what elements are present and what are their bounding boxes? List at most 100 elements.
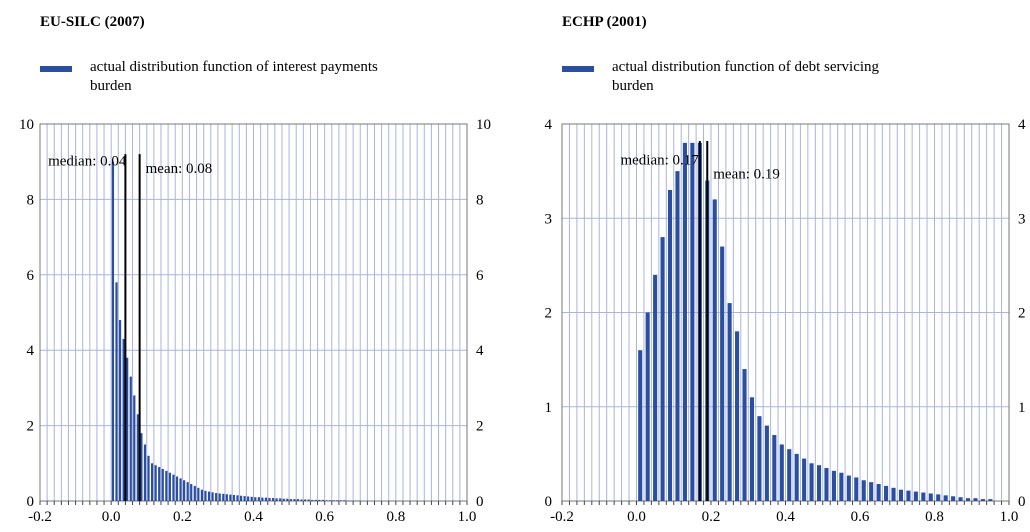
histogram-bar [951, 496, 956, 501]
histogram-bar [720, 246, 725, 501]
histogram-bar [250, 496, 253, 501]
x-tick-label: 1.0 [1000, 509, 1019, 525]
histogram-bar [336, 500, 339, 501]
histogram-bar [207, 491, 211, 501]
x-tick-label: 0.4 [776, 509, 795, 525]
histogram-bar [204, 490, 207, 501]
y-tick-label-left: 8 [27, 192, 35, 208]
histogram-bar [165, 470, 168, 501]
legend-label: actual distribution function of interest… [90, 59, 378, 94]
histogram-bar [660, 237, 665, 501]
histogram-bar [254, 497, 257, 501]
histogram-bar [190, 484, 193, 501]
histogram-bar [129, 376, 132, 501]
histogram-bar [645, 312, 650, 501]
y-tick-label-right: 1 [1018, 400, 1026, 416]
histogram-bar [136, 414, 139, 501]
mean-label: mean: 0.08 [146, 161, 213, 177]
histogram-bar [133, 395, 136, 501]
chart-panel-eu-silc: EU-SILC (2007) actual distribution funct… [19, 14, 491, 525]
histogram-bar [809, 463, 814, 501]
histogram-bar [321, 499, 324, 501]
histogram-bar [891, 487, 896, 501]
y-tick-label-left: 3 [545, 211, 553, 227]
histogram-bar [115, 282, 118, 501]
histogram-bar [357, 500, 360, 502]
histogram-bar [186, 482, 189, 501]
chart-plot: 0 0 1 1 2 2 3 3 4 4 -0.2 0.0 0.2 0.4 0.6 0.8 1.0 median: … [545, 117, 1027, 525]
histogram-bar [311, 499, 314, 501]
histogram-bar [179, 478, 182, 501]
histogram-bar [275, 498, 278, 501]
histogram-bar [988, 499, 993, 501]
y-tick-label-left: 10 [19, 117, 34, 133]
y-tick-label-left: 4 [27, 343, 35, 359]
histogram-bar [303, 499, 307, 501]
y-tick-label-right: 4 [1018, 117, 1026, 133]
median-label: median: 0.17 [620, 153, 699, 169]
x-tick-label: 0.2 [173, 509, 192, 525]
histogram-bar [268, 497, 271, 501]
histogram-bar [794, 453, 799, 501]
histogram-bar [846, 475, 851, 501]
histogram-bar [876, 484, 881, 501]
legend-label: actual distribution function of debt ser… [612, 59, 880, 94]
histogram-bar [154, 465, 157, 501]
chart-title: ECHP (2001) [562, 14, 647, 30]
histogram-bar [667, 189, 673, 501]
histogram-bar [218, 493, 221, 501]
histogram-bar [854, 477, 859, 501]
histogram-bar [325, 500, 328, 501]
y-tick-label-right: 4 [476, 343, 484, 359]
histogram-bar [884, 485, 889, 501]
histogram-bar [343, 500, 346, 501]
y-tick-label-right: 0 [1018, 494, 1026, 510]
x-tick-label: 0.4 [244, 509, 263, 525]
histogram-bar [225, 494, 228, 501]
histogram-bar [638, 350, 643, 501]
histogram-bar [168, 472, 171, 501]
mean-label: mean: 0.19 [713, 167, 780, 183]
x-tick-label: 0.6 [851, 509, 870, 525]
histogram-bar [118, 320, 122, 501]
histogram-bar [921, 492, 926, 501]
histogram-bar [293, 499, 296, 501]
histogram-bar [215, 493, 218, 501]
y-tick-label-left: 2 [27, 419, 35, 435]
histogram-bar [943, 495, 948, 501]
histogram-bar [898, 489, 904, 501]
histogram-bar [289, 499, 292, 501]
histogram-bar [328, 500, 332, 501]
chart-title: EU-SILC (2007) [40, 14, 145, 30]
histogram-bar [111, 161, 115, 501]
y-tick-label-left: 2 [545, 306, 553, 322]
histogram-bar [243, 496, 246, 501]
median-label: median: 0.04 [48, 153, 127, 169]
histogram-bar [675, 171, 680, 501]
histogram-bar [307, 499, 310, 501]
histogram-bar [261, 497, 264, 501]
chart-plot: 0 0 2 2 4 4 6 6 8 8 10 10 -0.2 0.0 0.2 0.4 0.6 0.8 1.0 medi… [19, 117, 491, 525]
histogram-bar [749, 397, 755, 501]
histogram-bar [757, 416, 762, 501]
histogram-bar [764, 425, 769, 501]
x-tick-label: 0.8 [386, 509, 405, 525]
histogram-bar [350, 500, 353, 502]
histogram-bar [802, 458, 807, 501]
histogram-bar [140, 433, 143, 501]
y-tick-label-right: 2 [1018, 306, 1026, 322]
histogram-bar [742, 369, 747, 501]
histogram-bar [296, 499, 300, 501]
histogram-bar [727, 303, 732, 501]
x-tick-label: -0.2 [550, 509, 574, 525]
y-tick-label-left: 6 [27, 268, 35, 284]
histogram-bar [824, 468, 829, 501]
histogram-bar [787, 449, 792, 501]
histogram-bar [965, 498, 971, 501]
y-tick-label-right: 3 [1018, 211, 1026, 227]
histogram-bar [150, 463, 154, 501]
histogram-bar [831, 470, 836, 501]
histogram-bar [861, 480, 866, 501]
histogram-bar [353, 500, 357, 502]
histogram-bar [839, 472, 844, 501]
